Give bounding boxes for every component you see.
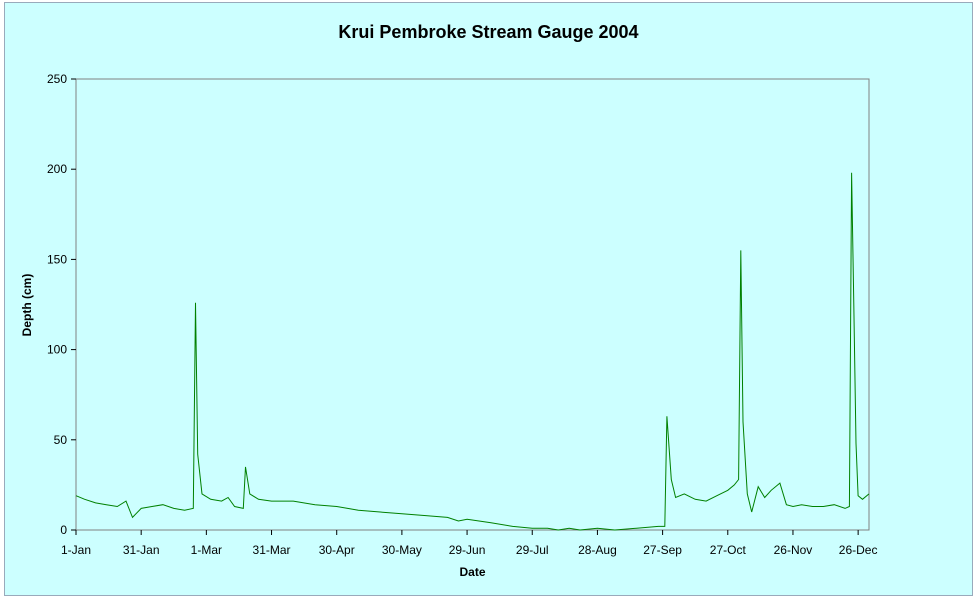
y-tick-label: 50 bbox=[54, 433, 68, 447]
x-tick-label: 27-Oct bbox=[710, 543, 747, 557]
x-tick-label: 31-Jan bbox=[123, 543, 160, 557]
chart-title: Krui Pembroke Stream Gauge 2004 bbox=[338, 22, 639, 42]
x-tick-label: 30-May bbox=[382, 543, 422, 557]
series-line bbox=[75, 172, 870, 531]
y-tick-label: 100 bbox=[47, 343, 67, 357]
y-axis: 0 50 100 150 200 250 bbox=[47, 72, 76, 537]
x-tick-label: 1-Mar bbox=[191, 543, 222, 557]
y-tick-label: 250 bbox=[47, 72, 67, 86]
x-tick-label: 26-Dec bbox=[839, 543, 878, 557]
x-tick-label: 31-Mar bbox=[253, 543, 291, 557]
x-tick-label: 29-Jul bbox=[516, 543, 549, 557]
y-tick-label: 150 bbox=[47, 252, 67, 266]
y-tick-label: 0 bbox=[60, 523, 67, 537]
plot-area bbox=[75, 78, 870, 531]
x-axis: 1-Jan 31-Jan 1-Mar 31-Mar 30-Apr 30-May 29-Jun… bbox=[61, 530, 877, 557]
x-axis-title: Date bbox=[459, 565, 486, 579]
x-tick-label: 26-Nov bbox=[774, 543, 813, 557]
x-tick-label: 28-Aug bbox=[578, 543, 617, 557]
y-tick-label: 200 bbox=[47, 162, 67, 176]
x-tick-label: 30-Apr bbox=[319, 543, 355, 557]
x-tick-label: 29-Jun bbox=[449, 543, 486, 557]
x-tick-label: 27-Sep bbox=[643, 543, 682, 557]
x-tick-label: 1-Jan bbox=[61, 543, 91, 557]
